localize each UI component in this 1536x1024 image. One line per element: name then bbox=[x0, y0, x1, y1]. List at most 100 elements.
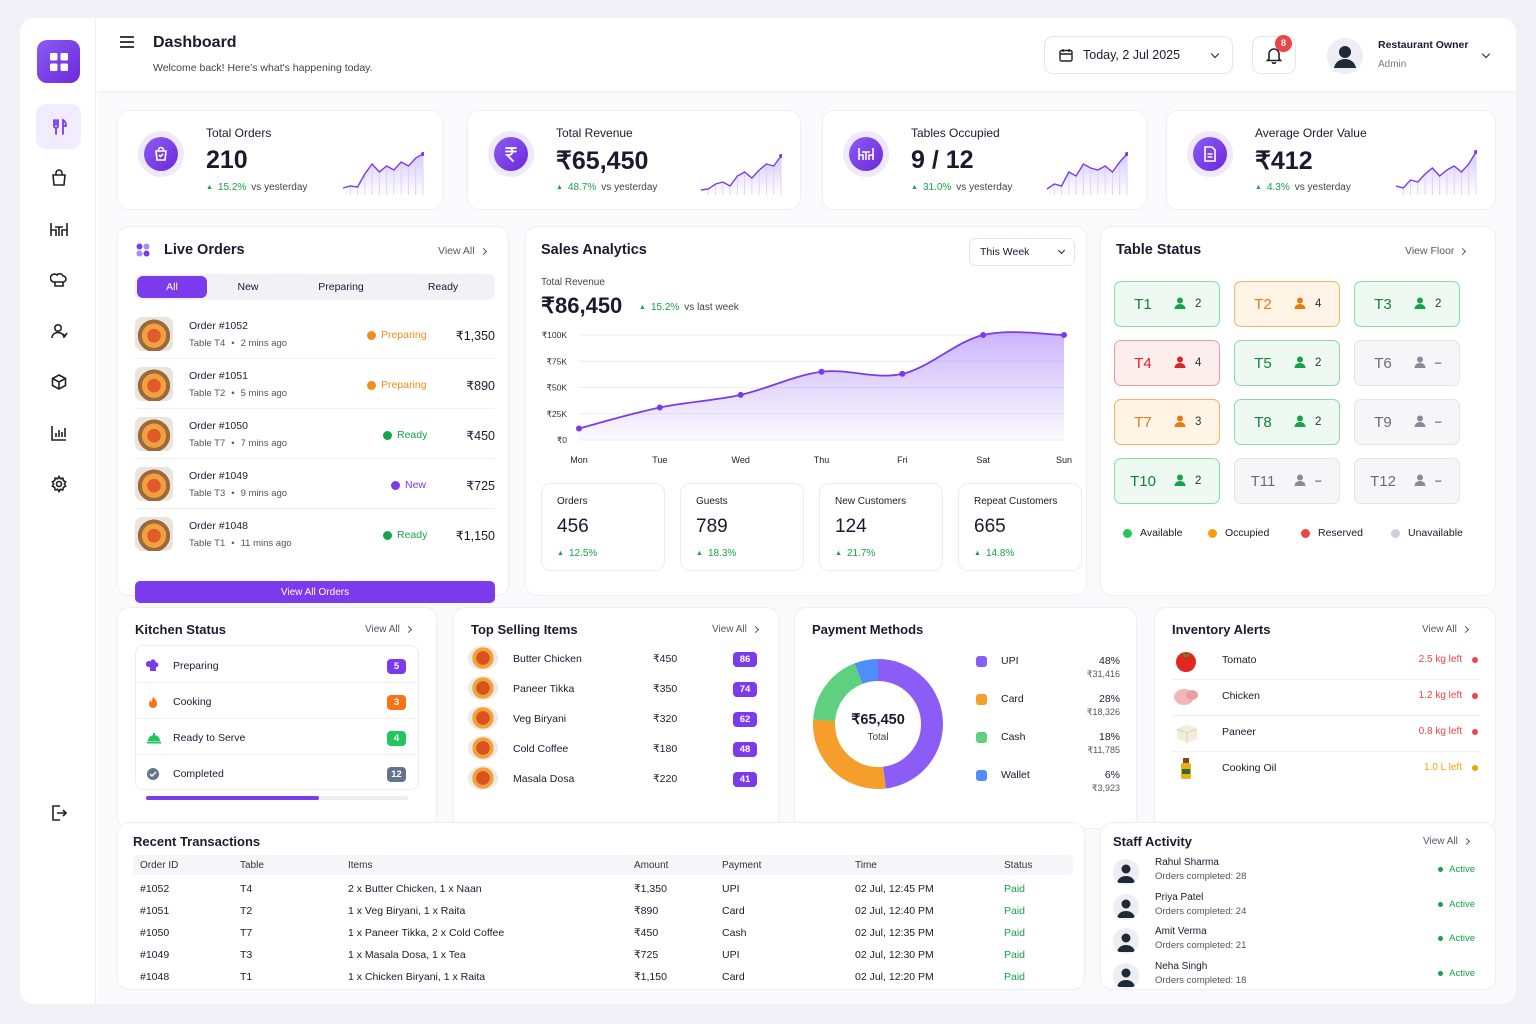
list-item[interactable]: Veg Biryani ₹320 62 bbox=[468, 706, 764, 732]
list-item[interactable]: Priya Patel Orders completed: 24 Active bbox=[1113, 890, 1483, 922]
list-item[interactable]: Amit Verma Orders completed: 21 Active bbox=[1113, 924, 1483, 956]
nav-settings-icon[interactable] bbox=[36, 461, 81, 506]
table-tile-t1[interactable]: T1 2 bbox=[1114, 281, 1220, 327]
tab-ready[interactable]: Ready bbox=[427, 281, 459, 293]
guest-count: 4 bbox=[1315, 298, 1322, 310]
list-item[interactable]: Chicken 1.2 kg left bbox=[1172, 682, 1480, 716]
nav-inventory-icon[interactable] bbox=[36, 359, 81, 404]
list-item[interactable]: Paneer Tikka ₹350 74 bbox=[468, 676, 764, 702]
table-tile-t5[interactable]: T5 2 bbox=[1234, 340, 1340, 386]
notifications-button[interactable]: 8 bbox=[1252, 35, 1296, 74]
stat-card[interactable]: Average Order Value ₹412 ▲ 4.3% vs yesterday bbox=[1166, 110, 1496, 210]
data-point[interactable] bbox=[899, 370, 906, 377]
list-item[interactable]: Masala Dosa ₹220 41 bbox=[468, 766, 764, 792]
table-row[interactable]: #1050 T7 1 x Paneer Tikka, 2 x Cold Coffee… bbox=[133, 922, 1073, 944]
legend-item: Available bbox=[1123, 527, 1182, 539]
data-point[interactable] bbox=[1061, 332, 1067, 338]
data-point[interactable] bbox=[576, 425, 582, 432]
nav-tables-icon[interactable] bbox=[36, 206, 81, 251]
nav-menu-icon[interactable] bbox=[36, 104, 81, 149]
legend-dot bbox=[1208, 528, 1217, 538]
kitchen-view-all-link[interactable]: View All bbox=[365, 624, 412, 635]
table-tile-t10[interactable]: T10 2 bbox=[1114, 458, 1220, 504]
data-point[interactable] bbox=[737, 391, 744, 398]
table-row[interactable]: #1052 T4 2 x Butter Chicken, 1 x Naan ₹1,35… bbox=[133, 878, 1073, 900]
list-item[interactable]: Neha Singh Orders completed: 18 Active bbox=[1113, 959, 1483, 991]
table-tile-t9[interactable]: T9 – bbox=[1354, 399, 1460, 445]
staff-view-all-link[interactable]: View All bbox=[1423, 836, 1470, 847]
list-item[interactable]: Cold Coffee ₹180 48 bbox=[468, 736, 764, 762]
avatar[interactable] bbox=[1327, 38, 1363, 74]
table-tile-t12[interactable]: T12 – bbox=[1354, 458, 1460, 504]
list-item[interactable]: Tomato 2.5 kg left bbox=[1172, 646, 1480, 680]
item-price: ₹350 bbox=[653, 683, 678, 695]
kitchen-status-row[interactable]: Cooking 3 bbox=[136, 685, 418, 719]
rupee-icon bbox=[488, 131, 534, 177]
data-point[interactable] bbox=[818, 368, 825, 375]
stat-change: ▲ 48.7% vs yesterday bbox=[556, 182, 657, 193]
food-thumbnail bbox=[468, 646, 498, 670]
list-item[interactable]: Paneer 0.8 kg left bbox=[1172, 718, 1480, 752]
stat-card[interactable]: Tables Occupied 9 / 12 ▲ 31.0% vs yesterday bbox=[822, 110, 1147, 210]
kitchen-status-label: Completed bbox=[173, 768, 224, 780]
table-row[interactable]: #1048 T1 1 x Chicken Biryani, 1 x Raita ₹1,… bbox=[133, 966, 1073, 988]
nav-staff-icon[interactable] bbox=[36, 308, 81, 353]
dashboard-logo-icon[interactable] bbox=[37, 40, 80, 83]
kitchen-status-label: Cooking bbox=[173, 696, 212, 708]
list-item[interactable]: Order #1051 Table T2 • 5 mins ago Preparing ₹… bbox=[135, 365, 495, 409]
nav-orders-icon[interactable] bbox=[36, 155, 81, 200]
list-item[interactable]: Order #1048 Table T1 • 11 mins ago Ready ₹1,1… bbox=[135, 515, 495, 559]
table-tile-t7[interactable]: T7 3 bbox=[1114, 399, 1220, 445]
table-tile-t6[interactable]: T6 – bbox=[1354, 340, 1460, 386]
table-tile-t11[interactable]: T11 – bbox=[1234, 458, 1340, 504]
sales-analytics-title: Sales Analytics bbox=[541, 242, 647, 258]
kitchen-status-row[interactable]: Ready to Serve 4 bbox=[136, 721, 418, 755]
live-orders-view-all-link[interactable]: View All bbox=[438, 245, 487, 257]
list-item[interactable]: Order #1050 Table T7 • 7 mins ago Ready ₹450 bbox=[135, 415, 495, 459]
tab-all[interactable]: All bbox=[137, 276, 207, 298]
app-window: Dashboard Welcome back! Here's what's ha… bbox=[20, 18, 1516, 1004]
food-thumbnail bbox=[135, 517, 173, 551]
top-selling-view-all-link[interactable]: View All bbox=[712, 624, 759, 635]
nav-reports-icon[interactable] bbox=[36, 410, 81, 455]
table-row[interactable]: #1051 T2 1 x Veg Biryani, 1 x Raita ₹890 Car… bbox=[133, 900, 1073, 922]
x-tick-label: Sat bbox=[976, 455, 990, 465]
stat-card[interactable]: Total Revenue ₹65,450 ▲ 48.7% vs yesterday bbox=[467, 110, 801, 210]
table-tile-t2[interactable]: T2 4 bbox=[1234, 281, 1340, 327]
order-table: Table T7 bbox=[189, 438, 226, 449]
kitchen-status-row[interactable]: Preparing 5 bbox=[136, 649, 418, 683]
list-item[interactable]: Cooking Oil 1.0 L left bbox=[1172, 754, 1480, 788]
table-tile-t8[interactable]: T8 2 bbox=[1234, 399, 1340, 445]
user-menu-chevron-icon[interactable] bbox=[1481, 49, 1491, 59]
table-cell: Cash bbox=[722, 927, 747, 939]
logout-icon[interactable] bbox=[36, 790, 81, 835]
sales-analytics-card: Sales Analytics This Week Total Revenue … bbox=[525, 226, 1087, 596]
tab-preparing[interactable]: Preparing bbox=[318, 281, 364, 293]
period-select[interactable]: This Week bbox=[969, 238, 1075, 266]
list-item[interactable]: Butter Chicken ₹450 86 bbox=[468, 646, 764, 672]
up-arrow-icon: ▲ bbox=[696, 550, 703, 557]
top-selling-title: Top Selling Items bbox=[471, 622, 578, 637]
data-point[interactable] bbox=[656, 404, 663, 411]
date-picker[interactable]: Today, 2 Jul 2025 bbox=[1044, 36, 1233, 74]
kitchen-status-row[interactable]: Completed 12 bbox=[136, 757, 418, 791]
inventory-view-all-link[interactable]: View All bbox=[1422, 624, 1469, 635]
tab-new[interactable]: New bbox=[237, 281, 259, 293]
data-point[interactable] bbox=[980, 332, 987, 338]
table-cell: ₹450 bbox=[634, 927, 659, 939]
list-item[interactable]: Rahul Sharma Orders completed: 28 Active bbox=[1113, 855, 1483, 887]
view-all-orders-button[interactable]: View All Orders bbox=[135, 581, 495, 603]
view-floor-link[interactable]: View Floor bbox=[1405, 245, 1467, 257]
nav-kitchen-icon[interactable] bbox=[36, 257, 81, 302]
stat-card[interactable]: Total Orders 210 ▲ 15.2% vs yesterday bbox=[117, 110, 443, 210]
table-tile-t4[interactable]: T4 4 bbox=[1114, 340, 1220, 386]
order-status-label: New bbox=[405, 479, 427, 491]
recent-transactions-card: Recent Transactions Order ID Table Items Am… bbox=[117, 822, 1085, 990]
hamburger-menu-icon[interactable] bbox=[120, 36, 134, 51]
list-item[interactable]: Order #1049 Table T3 • 9 mins ago New ₹725 bbox=[135, 465, 495, 509]
column-header: Order ID bbox=[140, 860, 179, 871]
table-tile-t3[interactable]: T3 2 bbox=[1354, 281, 1460, 327]
list-item[interactable]: Order #1052 Table T4 • 2 mins ago Preparing ₹… bbox=[135, 315, 495, 359]
table-row[interactable]: #1049 T3 1 x Masala Dosa, 1 x Tea ₹725 UPI 02… bbox=[133, 944, 1073, 966]
stat-value: 210 bbox=[206, 146, 248, 174]
